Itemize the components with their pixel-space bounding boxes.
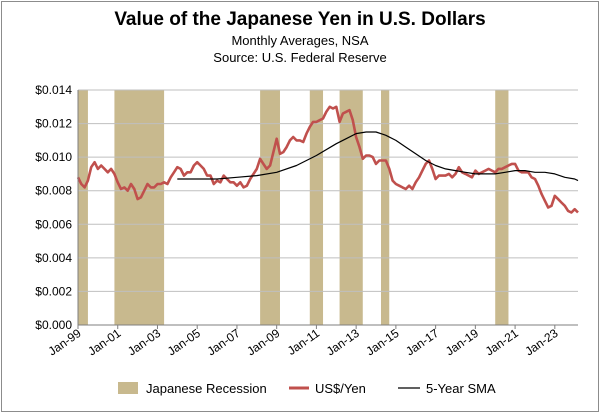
recession-band-4	[309, 90, 324, 325]
y-tick-label: $0.012	[35, 117, 72, 131]
legend-label-recession: Japanese Recession	[146, 381, 267, 396]
y-tick-label: $0.002	[35, 284, 72, 298]
chart-source: Source: U.S. Federal Reserve	[213, 50, 387, 65]
x-tick-label: Jan-13	[324, 326, 362, 359]
y-tick-label: $0.000	[35, 318, 72, 332]
chart-subtitle: Monthly Averages, NSA	[231, 33, 369, 48]
series-lines	[76, 105, 579, 214]
x-tick-label: Jan-03	[125, 326, 163, 359]
recession-band-1	[78, 90, 88, 325]
legend: Japanese Recession US$/Yen 5-Year SMA	[118, 381, 496, 396]
x-tick-label: Jan-19	[443, 326, 481, 359]
x-tick-label: Jan-11	[285, 326, 323, 358]
legend-label-sma: 5-Year SMA	[426, 381, 496, 396]
recession-band-5	[339, 90, 363, 325]
legend-swatch-recession	[118, 382, 138, 394]
x-tick-label: Jan-21	[483, 326, 521, 359]
x-tick-label: Jan-23	[522, 326, 560, 359]
x-tick-label: Jan-09	[244, 326, 282, 359]
y-tick-label: $0.014	[35, 83, 72, 97]
series-line-usd-yen	[76, 105, 579, 214]
x-tick-label: Jan-07	[205, 326, 243, 359]
recession-band-7	[495, 90, 509, 325]
x-tick-label: Jan-17	[403, 326, 441, 359]
recession-band-2	[114, 90, 165, 325]
y-tick-label: $0.004	[35, 251, 72, 265]
title-block: Value of the Japanese Yen in U.S. Dollar…	[0, 8, 600, 66]
series-line-5yr-sma	[177, 131, 579, 182]
y-tick-label: $0.006	[35, 217, 72, 231]
recession-band-6	[380, 90, 390, 325]
legend-label-yen: US$/Yen	[315, 381, 366, 396]
x-tick-label: Jan-01	[85, 326, 123, 359]
y-tick-label: $0.010	[35, 150, 72, 164]
recession-bands	[78, 90, 509, 325]
y-tick-label: $0.008	[35, 184, 72, 198]
x-tick-label: Jan-05	[165, 326, 203, 359]
x-tick-label: Jan-15	[364, 326, 402, 359]
recession-band-3	[260, 90, 280, 325]
chart-title: Value of the Japanese Yen in U.S. Dollar…	[114, 9, 486, 30]
